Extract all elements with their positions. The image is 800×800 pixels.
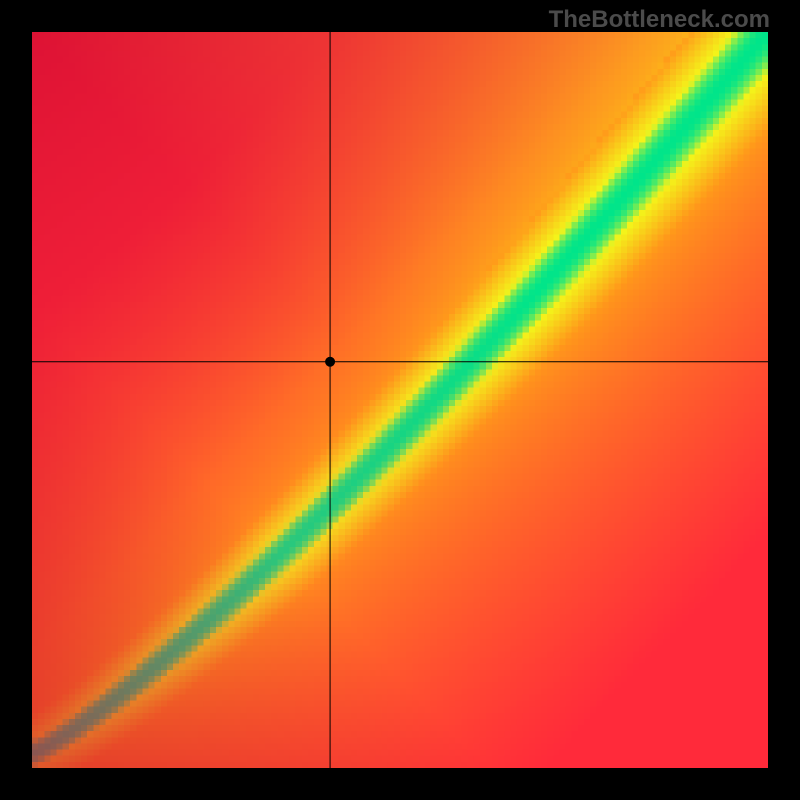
chart-container: TheBottleneck.com xyxy=(0,0,800,800)
bottleneck-heatmap xyxy=(32,32,768,768)
watermark-text: TheBottleneck.com xyxy=(549,6,770,34)
